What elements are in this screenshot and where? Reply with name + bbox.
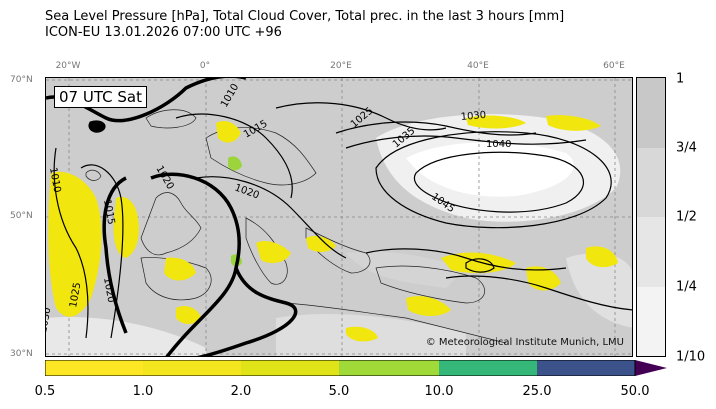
cloud-level-1 <box>637 78 665 148</box>
precip-bin-2-5 <box>241 360 339 376</box>
precip-tick-10.0: 10.0 <box>424 384 454 399</box>
cloud-tick-110: 1/10 <box>676 349 706 365</box>
precip-tick-5.0: 5.0 <box>328 384 350 399</box>
cloud-tick-14: 1/4 <box>676 279 697 295</box>
cloud-tick-12: 1/2 <box>676 209 697 225</box>
lat-label-70n: 70°N <box>10 75 33 85</box>
precip-tick-0.5: 0.5 <box>34 384 56 399</box>
cloud-cover-layer <box>46 78 632 356</box>
isobar-label-3: 1015 <box>101 199 116 226</box>
weather-map[interactable]: 1010 1010 1015 1015 1020 1020 1020 1025 … <box>45 77 633 357</box>
cloud-level-3 <box>637 217 665 287</box>
lat-label-50n: 50°N <box>10 211 33 221</box>
isobar-label-2: 1010 <box>47 167 62 194</box>
isobars <box>53 102 632 339</box>
precip-bin-1-2 <box>143 360 241 376</box>
precip-bin-10-25 <box>439 360 537 376</box>
precip-colorbar <box>45 360 667 376</box>
isobar-label-10: 1030 <box>46 307 53 334</box>
coastlines <box>85 109 507 344</box>
lon-label-0: 0° <box>199 61 211 71</box>
lat-label-30n: 30°N <box>10 349 33 359</box>
precip-tick-25.0: 25.0 <box>522 384 552 399</box>
isobar-label-5: 1020 <box>101 277 116 304</box>
precip-tick-1.0: 1.0 <box>132 384 154 399</box>
cloud-tick-34: 3/4 <box>676 140 697 156</box>
precip-bin-25-50 <box>537 360 635 376</box>
cloud-tick-1: 1 <box>676 71 685 87</box>
cloud-level-4 <box>637 286 665 356</box>
cloud-level-2 <box>637 147 665 217</box>
isobar-label-9: 1025 <box>68 282 83 309</box>
isobar-label-11: 1030 <box>460 110 486 123</box>
precip-bin-5-10 <box>339 360 439 376</box>
precip-bin-0.5-1 <box>45 360 143 376</box>
lon-label-20e: 20°E <box>330 61 352 71</box>
cloud-cover-colorbar <box>636 77 666 357</box>
precip-extend-arrow <box>635 360 667 376</box>
precip-tick-50.0: 50.0 <box>620 384 650 399</box>
lon-label-60e: 60°E <box>603 61 625 71</box>
map-canvas: 1010 1010 1015 1015 1020 1020 1020 1025 … <box>46 78 632 356</box>
map-title: Sea Level Pressure [hPa], Total Cloud Co… <box>45 9 564 41</box>
copyright-text: © Meteorological Institute Munich, LMU <box>425 337 624 348</box>
precip-tick-2.0: 2.0 <box>230 384 252 399</box>
valid-time-label: 07 UTC Sat <box>54 86 147 108</box>
title-line-2: ICON-EU 13.01.2026 07:00 UTC +96 <box>45 25 282 40</box>
lon-label-20w: 20°W <box>55 61 81 71</box>
lon-label-40e: 40°E <box>467 61 489 71</box>
isobar-label-13: 1040 <box>486 139 511 150</box>
title-line-1: Sea Level Pressure [hPa], Total Cloud Co… <box>45 9 565 24</box>
